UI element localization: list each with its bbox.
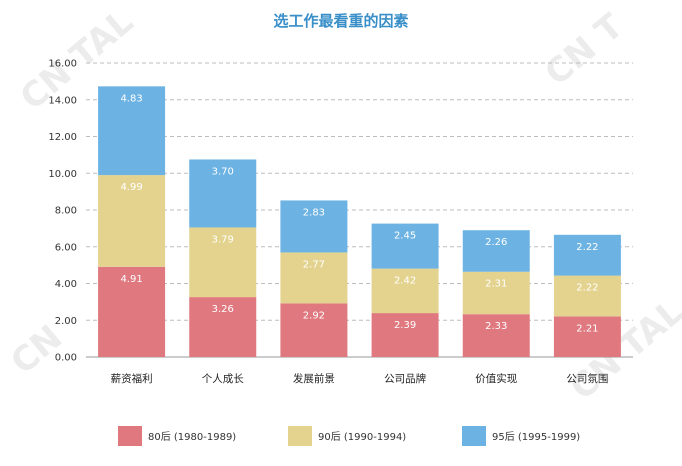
legend-swatch bbox=[288, 426, 312, 446]
legend-label: 80后 (1980-1989) bbox=[148, 431, 236, 443]
data-label: 4.83 bbox=[120, 93, 142, 104]
legend-swatch bbox=[462, 426, 486, 446]
y-tick-label: 10.00 bbox=[48, 169, 77, 180]
data-label: 2.22 bbox=[576, 283, 598, 294]
bars bbox=[98, 86, 621, 357]
bar-segment bbox=[371, 313, 439, 357]
legend-label: 95后 (1995-1999) bbox=[492, 431, 580, 443]
x-category-label: 个人成长 bbox=[202, 373, 244, 385]
data-label: 2.92 bbox=[303, 310, 325, 321]
data-label: 2.42 bbox=[394, 276, 416, 287]
data-label: 2.45 bbox=[394, 231, 416, 242]
legend-label: 90后 (1990-1994) bbox=[318, 431, 406, 443]
x-category-label: 发展前景 bbox=[293, 372, 335, 385]
bar-segment bbox=[98, 86, 166, 176]
data-label: 2.33 bbox=[485, 321, 507, 332]
legend: 80后 (1980-1989) 90后 (1990-1994) 95后 (1995-… bbox=[118, 426, 580, 446]
data-label: 2.83 bbox=[303, 207, 325, 218]
data-label: 2.26 bbox=[485, 237, 507, 248]
y-tick-label: 4.00 bbox=[55, 279, 77, 290]
y-tick-label: 12.00 bbox=[48, 132, 77, 143]
bar-segment bbox=[462, 230, 530, 272]
y-axis-ticks: 0.00 2.00 4.00 6.00 8.00 10.00 12.00 14.00 16.00 bbox=[48, 59, 77, 364]
bar-segment bbox=[462, 314, 530, 357]
x-category-label: 公司品牌 bbox=[384, 372, 426, 385]
data-label: 2.21 bbox=[576, 323, 598, 334]
data-label: 2.39 bbox=[394, 320, 416, 331]
data-label: 3.26 bbox=[212, 304, 234, 315]
y-tick-label: 16.00 bbox=[48, 59, 77, 70]
data-label: 4.91 bbox=[120, 274, 142, 285]
bar-segment bbox=[553, 316, 621, 357]
data-label: 2.22 bbox=[576, 242, 598, 253]
bar-segment bbox=[462, 271, 530, 315]
bar-segment bbox=[280, 252, 348, 304]
bar-segment bbox=[553, 275, 621, 317]
grid bbox=[86, 62, 633, 358]
bar-segment bbox=[189, 227, 257, 298]
bar-segment bbox=[280, 303, 348, 357]
x-category-label: 公司氛围 bbox=[566, 372, 608, 385]
x-category-label: 价值实现 bbox=[475, 372, 517, 385]
data-label: 3.79 bbox=[212, 234, 234, 245]
x-category-label: 薪资福利 bbox=[111, 372, 153, 385]
bar-segment bbox=[371, 268, 439, 314]
bar-segment bbox=[98, 175, 166, 267]
y-tick-label: 2.00 bbox=[55, 316, 77, 327]
y-tick-label: 6.00 bbox=[55, 242, 77, 253]
y-tick-label: 8.00 bbox=[55, 206, 77, 217]
bar-segment bbox=[280, 200, 348, 253]
bar-segment bbox=[553, 234, 621, 276]
bar-segment bbox=[371, 223, 439, 269]
data-label: 2.31 bbox=[485, 279, 507, 290]
data-label: 2.77 bbox=[303, 259, 325, 270]
data-label: 3.70 bbox=[212, 166, 234, 177]
bar-segment bbox=[189, 297, 257, 357]
chart-title: 选工作最看重的因素 bbox=[273, 12, 408, 30]
legend-swatch bbox=[118, 426, 142, 446]
y-tick-label: 14.00 bbox=[48, 95, 77, 106]
bar-segment bbox=[98, 266, 166, 357]
x-axis-categories: 薪资福利 个人成长 发展前景 公司品牌 价值实现 公司氛围 bbox=[111, 372, 609, 385]
y-tick-label: 0.00 bbox=[55, 353, 77, 364]
bar-segment bbox=[189, 159, 257, 228]
data-label: 4.99 bbox=[120, 182, 142, 193]
data-labels: 4.91 4.99 4.83 3.26 3.79 3.70 2.92 2.77 2.83 2.39… bbox=[120, 93, 598, 334]
